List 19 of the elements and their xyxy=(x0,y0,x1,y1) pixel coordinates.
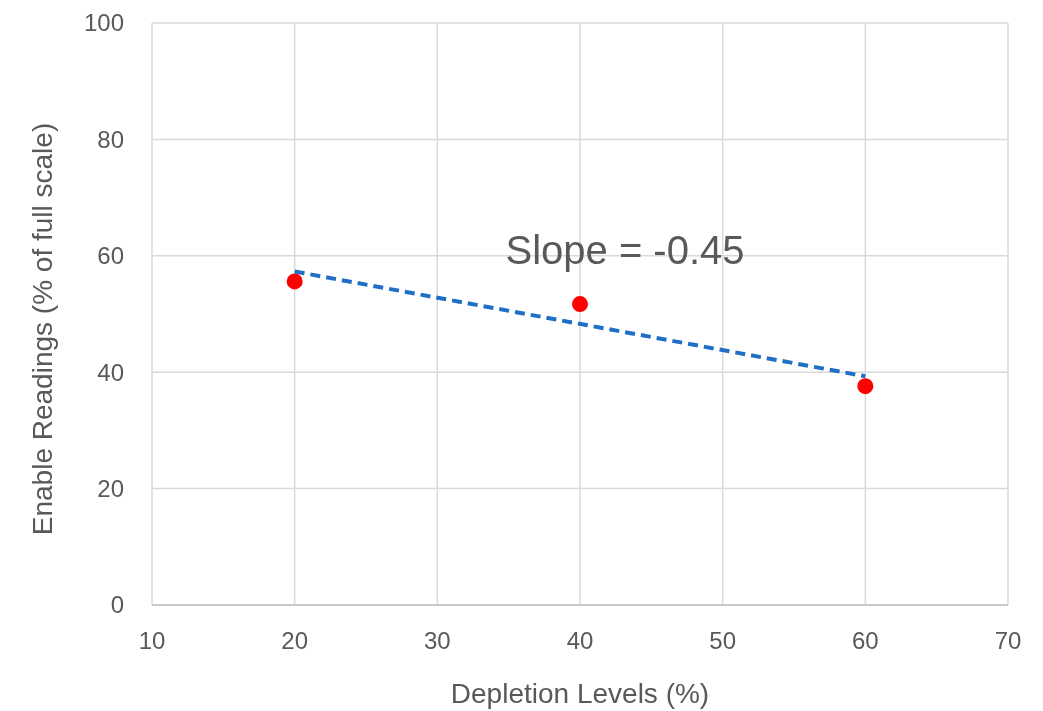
x-tick-label: 60 xyxy=(851,627,879,654)
x-tick-label: 30 xyxy=(423,627,451,654)
y-tick-label: 20 xyxy=(97,475,124,502)
point xyxy=(572,296,588,313)
y-tick-label: 40 xyxy=(97,358,124,386)
y-tick-label: 0 xyxy=(110,591,124,619)
y-axis-title: Enable Readings (% of full scale) xyxy=(27,122,58,536)
point xyxy=(857,378,874,395)
x-axis-title: Depletion Levels (%) xyxy=(450,678,710,709)
x-tick-label: 50 xyxy=(709,627,737,654)
annotation: Slope = -0.45 xyxy=(505,228,745,272)
y-tick-label: 80 xyxy=(97,125,124,153)
point xyxy=(286,273,303,290)
x-tick-label: 10 xyxy=(138,627,166,654)
y-tick-label: 60 xyxy=(97,242,124,270)
x-tick-label: 70 xyxy=(994,627,1022,654)
x-tick-label: 20 xyxy=(281,627,309,654)
x-tick-label: 40 xyxy=(566,627,594,654)
y-tick-label: 100 xyxy=(83,9,124,37)
